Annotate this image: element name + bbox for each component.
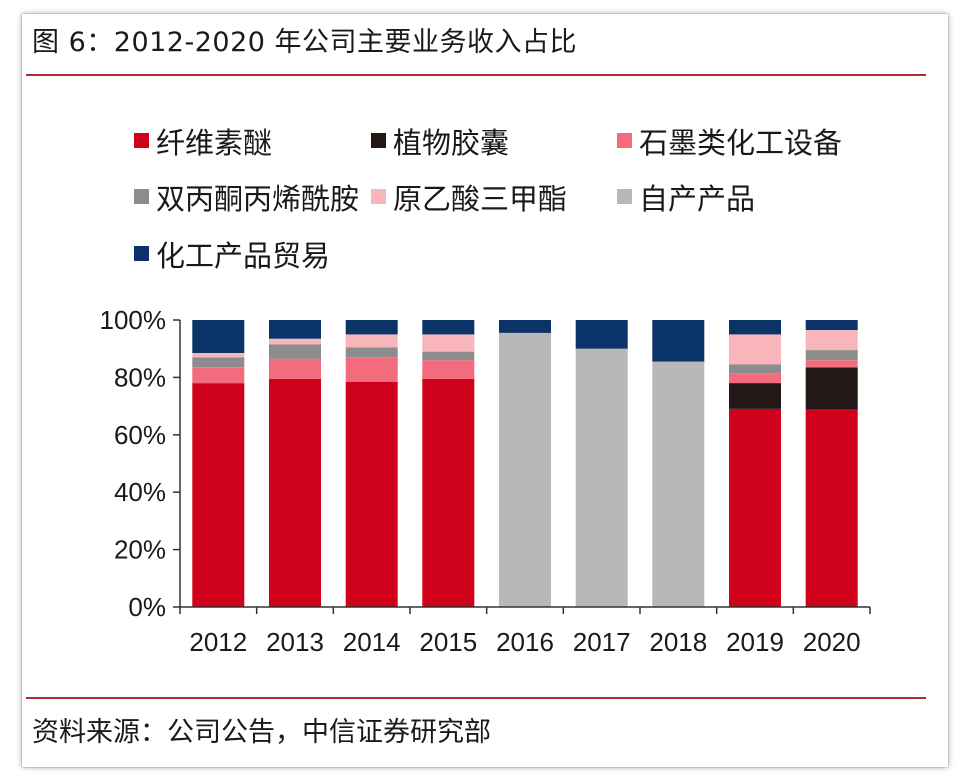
bar-2013-series-0 xyxy=(269,378,321,607)
bar-2012-series-0 xyxy=(192,383,245,607)
y-tick-label-4: 80% xyxy=(114,362,166,392)
bar-2014-series-3 xyxy=(345,347,398,358)
x-tick-label-2019: 2019 xyxy=(726,627,784,657)
figure-frame xyxy=(22,14,948,767)
bar-2020-series-4 xyxy=(805,330,858,351)
y-tick-label-1: 20% xyxy=(114,535,166,565)
bar-2014-series-6 xyxy=(345,320,398,335)
x-tick-label-2015: 2015 xyxy=(419,627,477,657)
x-tick-label-2018: 2018 xyxy=(649,627,707,657)
bar-2012-series-3 xyxy=(192,357,245,368)
bar-2015-series-4 xyxy=(422,334,475,352)
y-tick-label-2: 40% xyxy=(114,477,166,507)
y-tick-label-3: 60% xyxy=(114,420,166,450)
bar-2020-series-6 xyxy=(805,320,858,330)
x-tick-label-2017: 2017 xyxy=(573,627,631,657)
figure-title: 图 6：2012-2020 年公司主要业务收入占比 xyxy=(32,27,578,58)
bar-2016-series-5 xyxy=(499,332,551,607)
legend-swatch-1 xyxy=(371,133,386,148)
legend-label-1: 植物胶囊 xyxy=(393,126,509,160)
bar-2019-series-4 xyxy=(729,334,781,365)
bar-2013-series-2 xyxy=(269,358,321,379)
bar-2017-series-5 xyxy=(575,348,628,607)
x-tick-label-2020: 2020 xyxy=(803,627,861,657)
bar-2014-series-4 xyxy=(345,334,398,348)
bar-2020-series-1 xyxy=(805,367,858,409)
bar-2015-series-0 xyxy=(422,378,475,607)
legend-swatch-2 xyxy=(617,133,632,148)
bar-2013-series-6 xyxy=(269,320,321,339)
bar-2012-series-4 xyxy=(192,353,245,358)
bar-2018-series-6 xyxy=(652,320,705,362)
legend-label-6: 化工产品贸易 xyxy=(156,239,330,273)
x-tick-label-2013: 2013 xyxy=(266,627,324,657)
bar-2015-series-6 xyxy=(422,320,475,335)
title-rule xyxy=(26,74,926,76)
bar-2018-series-5 xyxy=(652,361,705,607)
legend-label-5: 自产产品 xyxy=(639,182,755,216)
legend-swatch-5 xyxy=(617,189,632,204)
y-tick-label-5: 100% xyxy=(100,305,167,335)
bar-2019-series-0 xyxy=(729,409,781,607)
bar-2015-series-2 xyxy=(422,360,475,379)
bar-2016-series-6 xyxy=(499,320,551,333)
bar-2014-series-0 xyxy=(345,381,398,607)
bar-2015-series-3 xyxy=(422,351,475,361)
legend-label-4: 原乙酸三甲酯 xyxy=(393,182,567,216)
legend-swatch-3 xyxy=(134,189,149,204)
legend-swatch-4 xyxy=(371,189,386,204)
bar-2020-series-2 xyxy=(805,360,858,368)
bar-2020-series-0 xyxy=(805,409,858,607)
bar-2013-series-4 xyxy=(269,338,321,345)
legend-label-3: 双丙酮丙烯酰胺 xyxy=(156,182,359,216)
axes: 2012 2013 2014 2015 2016 2017 2018 2019 2020 0% 20… xyxy=(100,305,871,657)
legend-swatch-0 xyxy=(134,133,149,148)
source-rule xyxy=(26,697,926,699)
bar-2014-series-2 xyxy=(345,357,398,382)
bar-2012-series-2 xyxy=(192,367,245,384)
x-tick-label-2012: 2012 xyxy=(189,627,247,657)
bar-2013-series-3 xyxy=(269,344,321,359)
bar-2019-series-1 xyxy=(729,383,781,409)
legend-label-0: 纤维素醚 xyxy=(156,126,272,160)
bars xyxy=(192,320,858,607)
y-tick-label-0: 0% xyxy=(128,592,166,622)
bar-2019-series-2 xyxy=(729,373,781,384)
bar-2020-series-3 xyxy=(805,350,858,361)
legend-label-2: 石墨类化工设备 xyxy=(639,126,842,160)
legend-swatch-6 xyxy=(134,246,149,261)
bar-2012-series-6 xyxy=(192,320,245,353)
bar-2017-series-6 xyxy=(575,320,628,349)
bar-2019-series-3 xyxy=(729,364,781,374)
x-tick-label-2016: 2016 xyxy=(496,627,554,657)
source-note: 资料来源：公司公告，中信证券研究部 xyxy=(32,717,491,748)
bar-2019-series-6 xyxy=(729,320,781,335)
x-tick-label-2014: 2014 xyxy=(343,627,401,657)
